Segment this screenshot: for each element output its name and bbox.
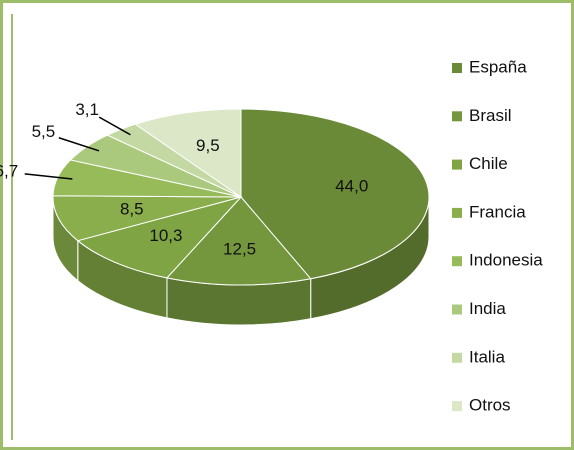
legend-label: India xyxy=(469,299,506,318)
legend-swatch xyxy=(452,352,462,363)
data-label: 5,5 xyxy=(32,122,56,141)
legend-swatch xyxy=(452,63,462,73)
legend-label: Brasil xyxy=(469,106,512,125)
legend-label: Indonesia xyxy=(469,251,543,270)
legend-label: Francia xyxy=(469,202,526,221)
leader-line xyxy=(98,116,131,136)
slice xyxy=(52,195,242,242)
data-label: 3,1 xyxy=(75,100,99,119)
legend-label: España xyxy=(469,57,527,76)
legend-swatch xyxy=(452,159,462,170)
data-label: 44,0 xyxy=(335,177,368,196)
slice xyxy=(76,196,243,279)
leader-line xyxy=(58,137,100,152)
data-label: 6,7 xyxy=(0,161,18,180)
legend-label: Italia xyxy=(469,347,505,366)
slice xyxy=(134,108,242,198)
data-label: 12,5 xyxy=(223,239,256,258)
legend-swatch xyxy=(452,256,462,267)
slice xyxy=(240,108,430,280)
legend-swatch xyxy=(452,207,462,218)
slice xyxy=(165,196,312,286)
legend-swatch xyxy=(452,304,462,315)
leader-line xyxy=(24,173,73,180)
data-label: 10,3 xyxy=(149,226,182,245)
data-label: 9,5 xyxy=(196,136,220,155)
legend-label: Chile xyxy=(469,154,508,173)
data-label: 8,5 xyxy=(120,200,144,219)
legend-swatch xyxy=(452,111,462,122)
legend-label: Otros xyxy=(469,396,511,415)
legend-swatch xyxy=(452,401,462,412)
